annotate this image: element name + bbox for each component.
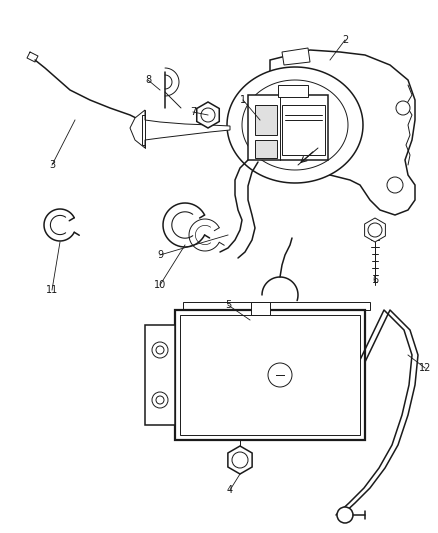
Circle shape: [387, 177, 403, 193]
Polygon shape: [180, 315, 360, 435]
Text: 2: 2: [342, 35, 348, 45]
Circle shape: [156, 396, 164, 404]
Text: 7: 7: [190, 107, 196, 117]
Text: 12: 12: [419, 363, 431, 373]
Polygon shape: [364, 218, 385, 242]
Circle shape: [368, 223, 382, 237]
Text: 3: 3: [49, 160, 55, 170]
Polygon shape: [282, 105, 325, 155]
Text: 1: 1: [240, 95, 246, 105]
Polygon shape: [183, 302, 370, 310]
Text: 5: 5: [225, 300, 231, 310]
Circle shape: [232, 452, 248, 468]
Text: 6: 6: [372, 275, 378, 285]
Circle shape: [268, 363, 292, 387]
Polygon shape: [227, 67, 363, 183]
Polygon shape: [255, 105, 277, 135]
Text: 10: 10: [154, 280, 166, 290]
Polygon shape: [248, 95, 328, 160]
Polygon shape: [175, 310, 365, 440]
Text: 8: 8: [145, 75, 151, 85]
Text: 4: 4: [227, 485, 233, 495]
Polygon shape: [282, 48, 310, 65]
Circle shape: [152, 392, 168, 408]
Circle shape: [201, 108, 215, 122]
Circle shape: [396, 101, 410, 115]
Polygon shape: [278, 85, 308, 97]
Text: 11: 11: [46, 285, 58, 295]
Circle shape: [152, 342, 168, 358]
Circle shape: [337, 507, 353, 523]
Polygon shape: [242, 80, 348, 170]
Polygon shape: [258, 50, 415, 215]
Polygon shape: [197, 102, 219, 128]
Polygon shape: [255, 140, 277, 158]
Polygon shape: [130, 110, 230, 148]
Text: 9: 9: [157, 250, 163, 260]
Polygon shape: [251, 302, 270, 315]
Polygon shape: [228, 446, 252, 474]
Circle shape: [156, 346, 164, 354]
Polygon shape: [145, 325, 175, 425]
